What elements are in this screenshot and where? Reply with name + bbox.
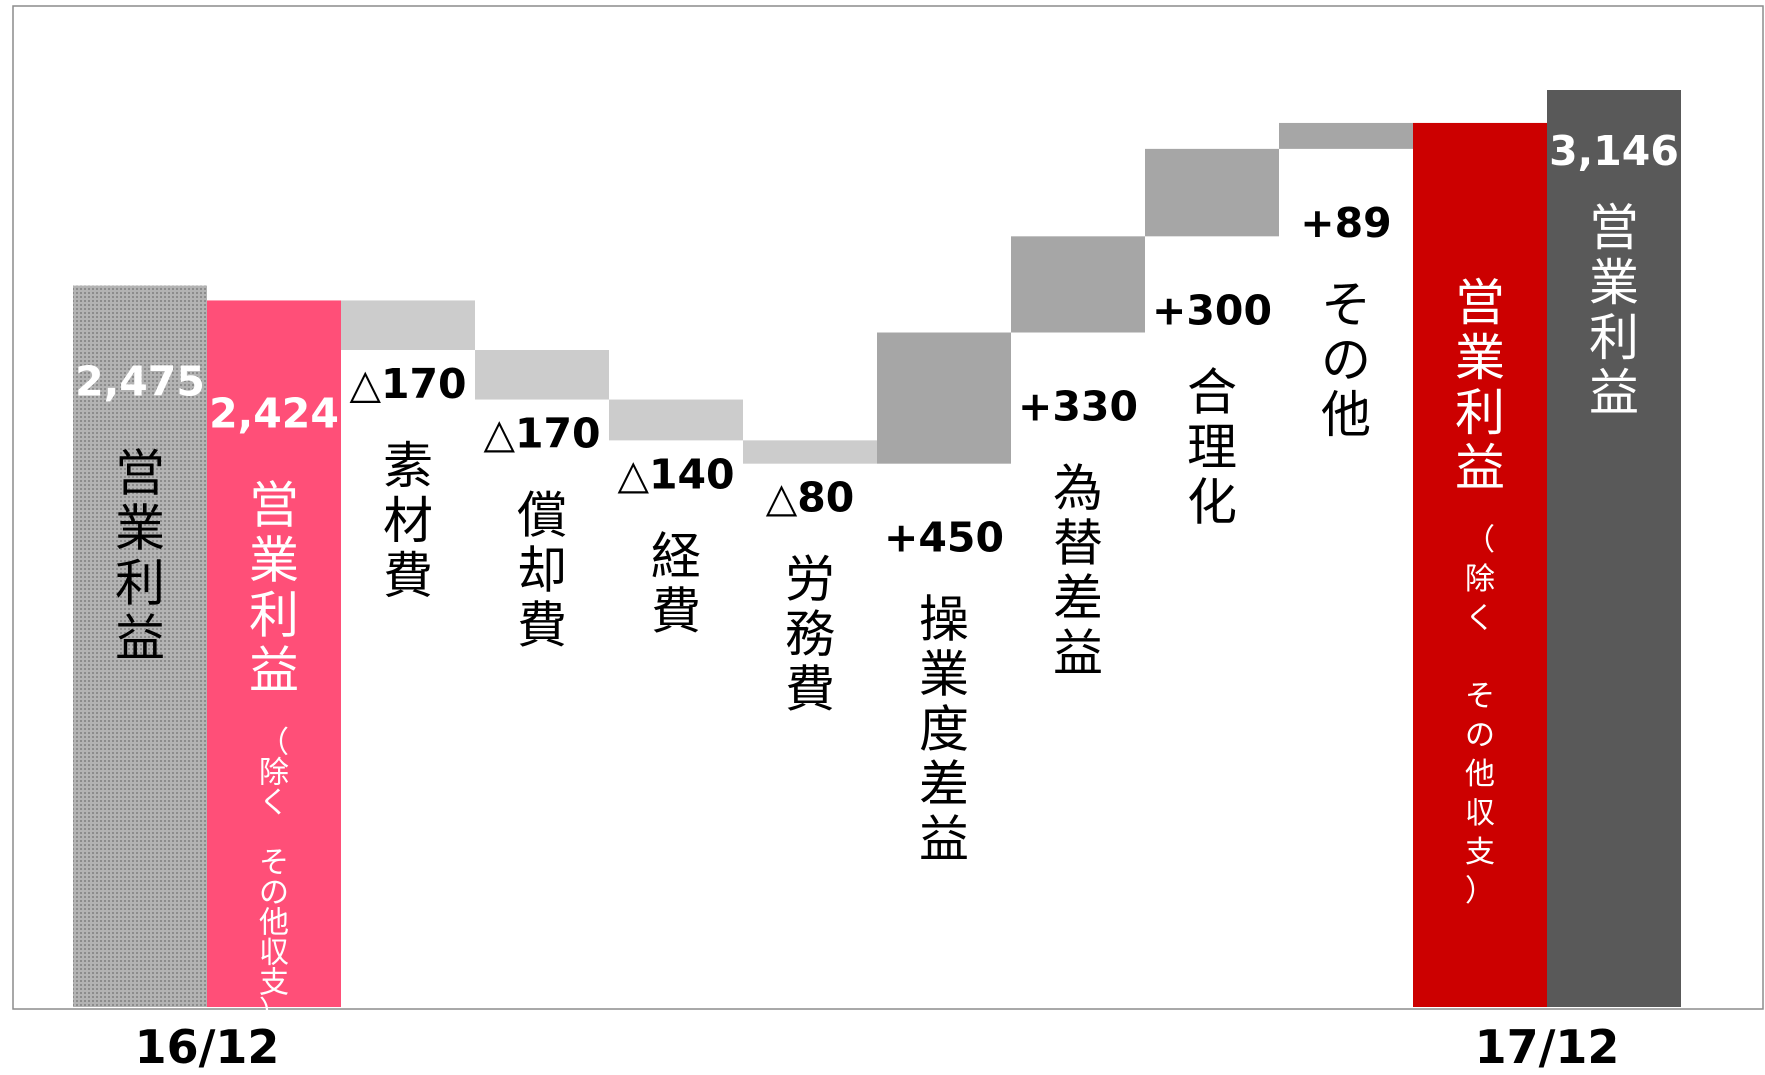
bar-3 [475,350,609,400]
period-label-1: 17/12 [1475,1020,1620,1074]
value-label-0: 2,475 [75,358,205,406]
bar-6 [877,332,1011,464]
value-label-10: 3,033 [1415,187,1545,235]
value-label-2: △170 [349,360,466,408]
vertical-label-5: 労務費 [785,551,835,719]
bar-5 [743,440,877,464]
bar-10 [1413,122,1547,1007]
value-label-5: △80 [766,474,855,522]
plot-frame [12,5,1764,1010]
vertical-label-6: 操業度差益 [919,591,969,869]
vertical-label-7: 為替差益 [1053,460,1103,683]
bar-11 [1547,90,1681,1007]
value-label-1: 2,424 [209,389,339,437]
vertical-label-3: 償却費 [517,487,567,655]
vertical-sublabel-10: （除く その他収支） [1465,523,1495,909]
value-label-6: +450 [884,514,1004,562]
vertical-label-10: 営業利益 [1455,274,1505,497]
bar-8 [1145,148,1279,237]
vertical-label-11: 営業利益 [1589,199,1639,422]
vertical-label-1: 営業利益 [249,476,299,699]
value-label-4: △140 [617,450,734,498]
bar-0 [73,285,207,1007]
bar-9 [1279,122,1413,149]
bar-4 [609,399,743,441]
vertical-label-0: 営業利益 [115,445,165,668]
value-label-9: +89 [1300,199,1391,247]
vertical-label-2: 素材費 [383,437,433,605]
vertical-label-8: 合理化 [1187,363,1237,531]
bar-2 [341,300,475,351]
bar-7 [1011,236,1145,333]
period-label-0: 16/12 [135,1020,280,1074]
vertical-sublabel-1: （除く その他収支） [259,725,289,1030]
value-label-3: △170 [483,410,600,458]
bar-1 [207,300,341,1007]
value-label-8: +300 [1152,286,1272,334]
vertical-label-9: その他 [1321,276,1371,444]
vertical-label-4: 経費 [651,527,701,640]
value-label-11: 3,146 [1549,127,1679,175]
value-label-7: +330 [1018,383,1138,431]
